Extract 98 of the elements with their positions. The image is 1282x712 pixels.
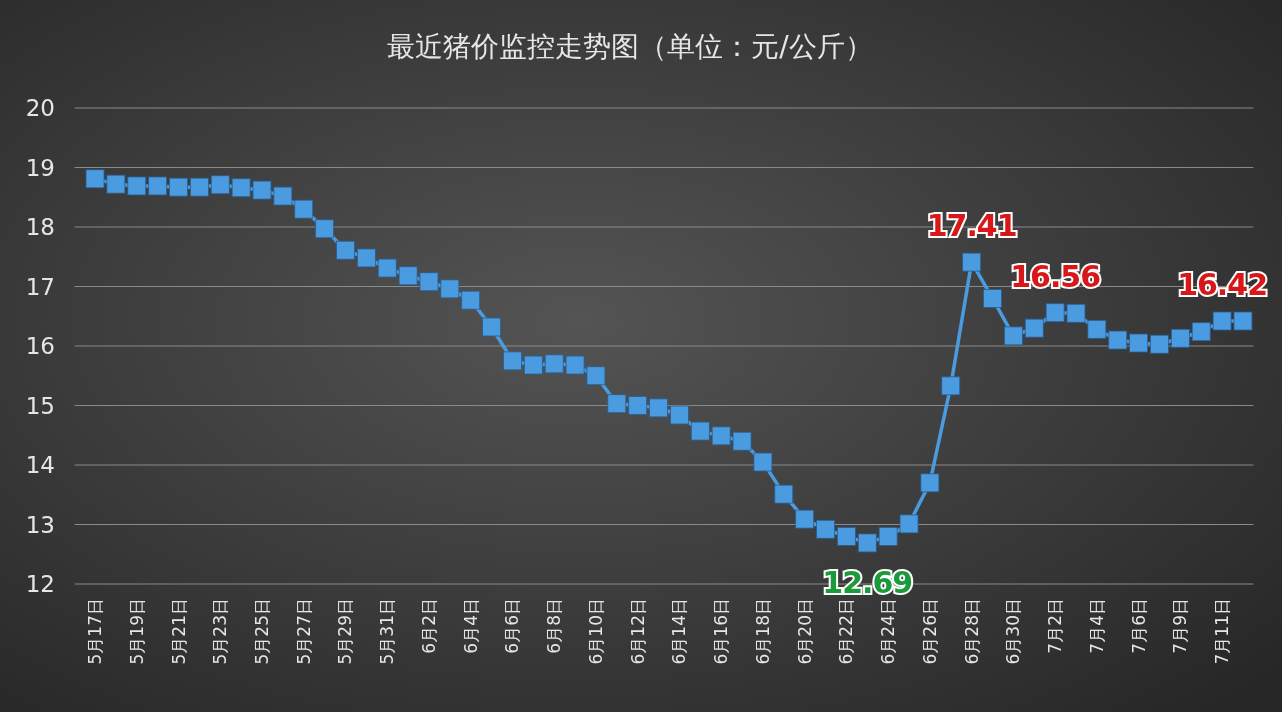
data-label: 16.56 — [1010, 258, 1101, 294]
point — [377, 258, 397, 278]
x-tick-label: 6月20日 — [794, 598, 815, 665]
point — [899, 514, 919, 534]
point — [711, 426, 731, 446]
point — [1003, 326, 1023, 346]
point — [565, 355, 585, 375]
point — [816, 519, 835, 539]
x-tick-label: 6月16日 — [711, 598, 732, 665]
point — [482, 317, 501, 337]
x-tick-label: 5月17日 — [85, 598, 106, 665]
point — [503, 351, 522, 371]
x-tick-label: 5月21日 — [168, 598, 189, 665]
point — [586, 366, 606, 386]
data-label: 16.42 — [1177, 267, 1268, 303]
point — [169, 177, 188, 197]
point — [962, 252, 982, 272]
point — [315, 219, 335, 239]
point — [983, 289, 1002, 308]
point — [607, 394, 627, 414]
x-tick-label: 5月31日 — [377, 598, 398, 665]
x-tick-label: 5月19日 — [126, 598, 147, 665]
point — [440, 279, 460, 299]
point — [1170, 328, 1190, 348]
x-tick-label: 6月12日 — [627, 598, 648, 665]
point — [356, 248, 376, 268]
point — [523, 355, 543, 375]
x-tick-label: 5月25日 — [252, 598, 273, 665]
point — [1108, 330, 1128, 350]
x-tick-label: 6月8日 — [544, 598, 565, 654]
x-tick-label: 6月2日 — [418, 598, 439, 654]
y-tick-label: 13 — [25, 511, 55, 538]
x-tick-label: 6月24日 — [878, 598, 899, 665]
y-tick-label: 17 — [25, 273, 55, 300]
point — [1233, 311, 1253, 331]
x-tick-label: 6月28日 — [961, 598, 982, 665]
point — [1087, 319, 1107, 339]
point — [878, 527, 898, 546]
x-tick-label: 6月18日 — [752, 598, 773, 665]
point — [336, 240, 355, 260]
y-tick-label: 12 — [25, 571, 55, 597]
point — [837, 527, 856, 546]
point — [1129, 333, 1149, 353]
point — [106, 174, 126, 194]
point — [189, 177, 209, 197]
point — [210, 175, 230, 195]
point — [1212, 311, 1232, 331]
point — [1066, 303, 1086, 323]
x-tick-label: 6月26日 — [919, 598, 940, 665]
y-tick-label: 15 — [25, 392, 55, 419]
point — [273, 186, 293, 206]
point — [1024, 318, 1044, 338]
x-tick-label: 6月4日 — [460, 598, 481, 654]
y-tick-label: 19 — [25, 154, 55, 181]
point — [690, 421, 710, 441]
point — [795, 509, 815, 529]
data-label: 12.69 — [822, 564, 913, 600]
point — [774, 484, 794, 504]
point — [398, 266, 418, 286]
point — [294, 199, 314, 219]
x-tick-label: 6月30日 — [1003, 598, 1024, 665]
x-tick-label: 6月14日 — [669, 598, 690, 665]
x-tick-label: 7月2日 — [1045, 598, 1066, 654]
point — [628, 396, 648, 415]
point — [85, 169, 105, 189]
x-tick-label: 5月29日 — [335, 598, 356, 665]
x-tick-label: 7月6日 — [1128, 598, 1149, 654]
point — [941, 376, 961, 396]
x-tick-label: 7月11日 — [1212, 598, 1233, 665]
point — [252, 180, 272, 200]
point — [1150, 334, 1169, 354]
point — [670, 405, 689, 425]
point — [920, 473, 940, 493]
point — [1191, 322, 1211, 342]
point — [419, 272, 439, 292]
chart-title: 最近猪价监控走势图（单位：元/公斤） — [387, 30, 873, 63]
point — [857, 533, 877, 553]
point — [753, 452, 773, 472]
point — [1045, 303, 1065, 323]
point — [148, 176, 168, 196]
point — [127, 176, 147, 196]
point — [461, 290, 481, 310]
x-tick-label: 6月10日 — [585, 598, 606, 665]
x-tick-label: 5月23日 — [210, 598, 231, 665]
data-label: 17.41 — [926, 208, 1017, 244]
y-tick-label: 18 — [25, 214, 55, 240]
y-tick-label: 14 — [25, 452, 55, 478]
y-tick-label: 16 — [25, 333, 55, 359]
x-tick-label: 6月6日 — [502, 598, 523, 654]
point — [732, 431, 752, 451]
point — [649, 398, 668, 418]
x-tick-label: 7月9日 — [1170, 598, 1191, 654]
x-tick-label: 6月22日 — [836, 598, 857, 665]
x-tick-label: 5月27日 — [293, 598, 314, 665]
point — [544, 354, 564, 374]
point — [231, 178, 251, 198]
y-tick-label: 20 — [25, 95, 55, 121]
x-tick-label: 7月4日 — [1086, 598, 1107, 654]
